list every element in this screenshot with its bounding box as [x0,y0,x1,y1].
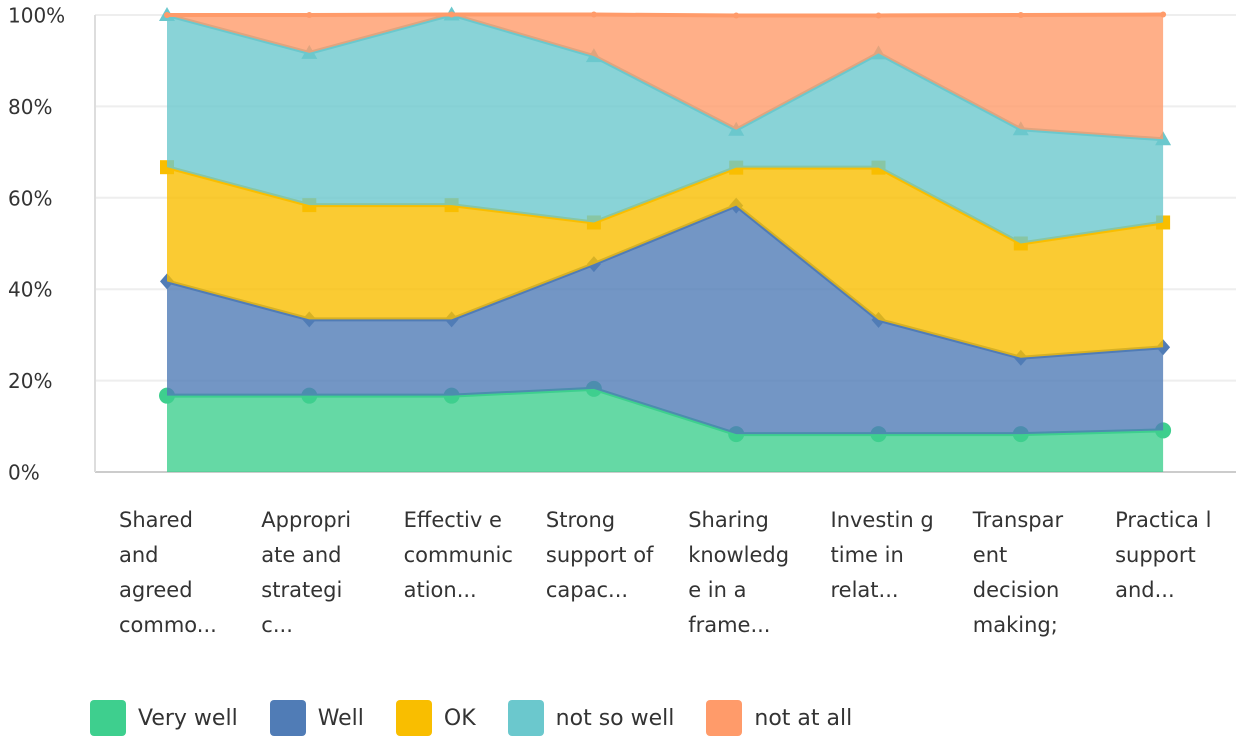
y-tick-label: 40% [8,278,52,302]
area [167,205,1164,435]
legend-label: OK [443,705,476,731]
marker [590,11,597,18]
x-tick-label: Investin g time in relat... [830,508,934,602]
marker [1160,11,1167,18]
marker [733,12,740,19]
legend-swatch [706,700,743,736]
legend-item: not so well [507,700,675,736]
legend-item: OK [395,700,476,736]
x-tick-label: Transpar ent decision making; [972,508,1064,637]
legend-swatch [507,700,544,736]
area [167,167,1164,358]
legend-item: Well [269,700,364,736]
y-tick-label: 20% [8,369,52,393]
legend-swatch [90,700,126,736]
marker [306,12,313,18]
legend-label: not at all [754,705,853,731]
x-tick-label: Practica l support and... [1115,508,1212,602]
marker [1017,12,1024,18]
legend-swatch [269,700,306,736]
marker [164,12,170,18]
legend-label: Very well [138,705,238,731]
legend-item: Very well [90,700,238,736]
legend-swatch [395,700,432,736]
x-tick-label: Shared and agreed commo... [119,508,217,637]
x-tick-label: Effectiv e communic ation... [403,508,513,602]
legend-item: not at all [706,700,852,736]
area-line [166,12,1164,142]
x-tick-label: Appropri ate and strategi c... [261,508,352,637]
x-tick-label: Strong support of capac... [545,508,654,602]
marker [875,12,882,19]
y-tick-label: 0% [8,461,40,485]
area [167,388,1164,472]
marker [448,11,455,18]
y-tick-label: 80% [8,95,52,119]
legend-label: not so well [555,705,675,731]
area-line [167,12,1164,18]
y-tick-label: 100% [8,4,65,28]
legend-label: Well [317,705,364,731]
legend: Very well Well OK not so well not at all [90,700,884,736]
area [167,14,1164,140]
x-tick-label: Sharing knowledg e in a frame... [688,508,790,637]
area [167,14,1164,244]
y-tick-label: 60% [8,186,52,210]
